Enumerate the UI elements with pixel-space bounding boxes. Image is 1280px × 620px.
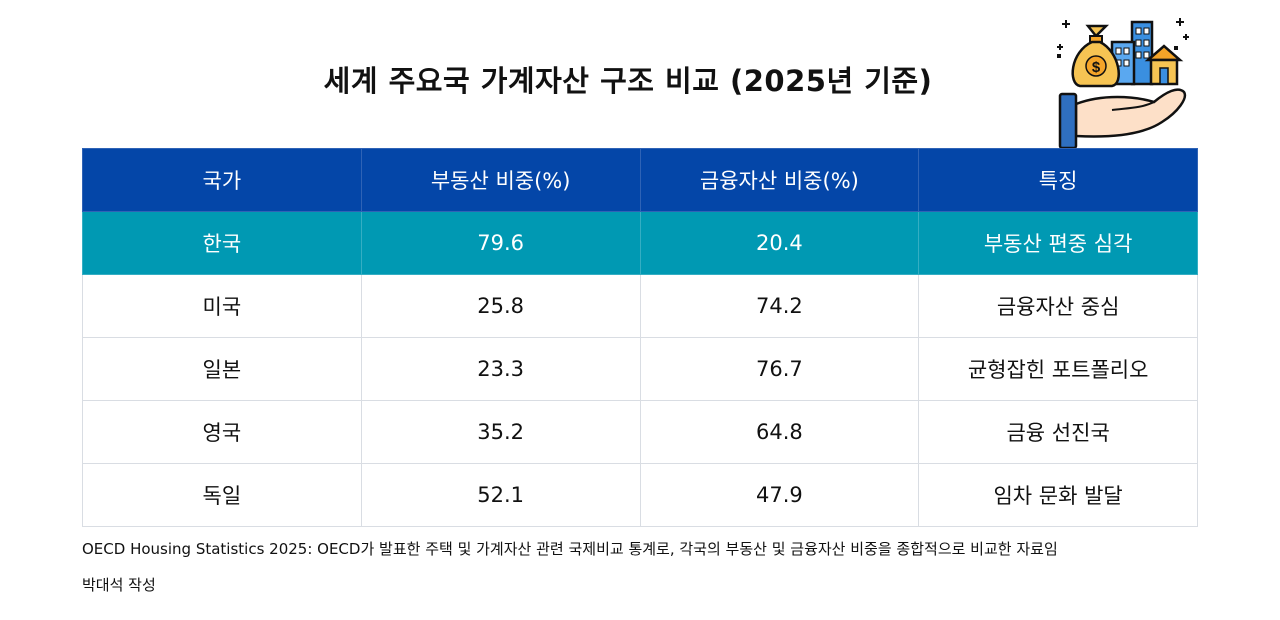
cell-country: 일본 [82,337,362,401]
cell-characteristics: 균형잡힌 포트폴리오 [918,337,1198,401]
cell-characteristics: 금융자산 중심 [918,274,1198,338]
cell-real-estate: 79.6 [360,211,641,275]
asset-comparison-table: 국가 부동산 비중(%) 금융자산 비중(%) 특징 한국 79.6 20.4 … [82,148,1198,527]
cell-financial: 20.4 [639,211,920,275]
table-row: 영국 35.2 64.8 금융 선진국 [82,400,1198,464]
table-row: 미국 25.8 74.2 금융자산 중심 [82,274,1198,338]
cell-real-estate: 23.3 [360,337,641,401]
header-real-estate-share: 부동산 비중(%) [360,148,641,212]
table-row: 일본 23.3 76.7 균형잡힌 포트폴리오 [82,337,1198,401]
page-title: 세계 주요국 가계자산 구조 비교 (2025년 기준) [323,64,933,98]
header-financial-asset-share: 금융자산 비중(%) [639,148,920,212]
header-characteristics: 특징 [918,148,1198,212]
cell-financial: 47.9 [639,463,920,527]
cell-characteristics: 부동산 편중 심각 [918,211,1198,275]
cell-country: 한국 [82,211,362,275]
cell-characteristics: 금융 선진국 [918,400,1198,464]
cell-country: 미국 [82,274,362,338]
table-header-row: 국가 부동산 비중(%) 금융자산 비중(%) 특징 [82,148,1198,212]
cell-country: 영국 [82,400,362,464]
table-row: 한국 79.6 20.4 부동산 편중 심각 [82,211,1198,275]
cell-real-estate: 25.8 [360,274,641,338]
author-credit: 박대석 작성 [82,576,156,594]
svg-text:$: $ [1092,59,1101,76]
hand-money-bag-buildings-icon: $ [1057,18,1189,150]
cell-characteristics: 임차 문화 발달 [918,463,1198,527]
cell-real-estate: 52.1 [360,463,641,527]
source-note: OECD Housing Statistics 2025: OECD가 발표한 … [82,540,1058,558]
header-country: 국가 [82,148,362,212]
cell-country: 독일 [82,463,362,527]
cell-real-estate: 35.2 [360,400,641,464]
cell-financial: 74.2 [639,274,920,338]
cell-financial: 76.7 [639,337,920,401]
cell-financial: 64.8 [639,400,920,464]
table-row: 독일 52.1 47.9 임차 문화 발달 [82,463,1198,527]
